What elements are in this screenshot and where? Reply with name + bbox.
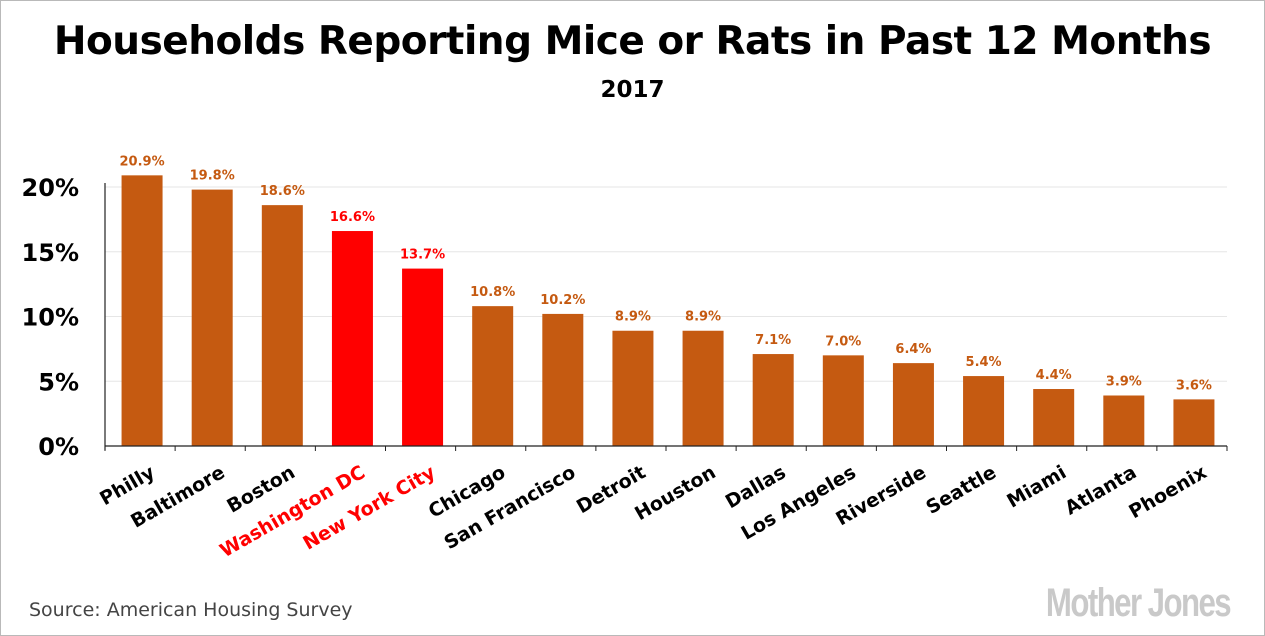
bar-value-label: 8.9% [615,310,651,325]
watermark-logo: Mother Jones [1045,581,1232,625]
y-tick-label: 5% [38,368,79,396]
bar-value-label: 6.4% [895,342,931,357]
bar-value-label: 18.6% [260,184,305,199]
x-tick-label: Houston [631,461,719,525]
chart-subtitle: 2017 [600,77,665,103]
bar [1033,389,1075,446]
y-tick-label: 20% [22,174,79,202]
bar-value-label: 3.9% [1106,374,1142,389]
bar-value-label: 13.7% [400,248,445,263]
bar-value-label: 10.8% [470,285,515,300]
bar-value-label: 8.9% [685,310,721,325]
bar [752,354,794,446]
bar [822,355,864,446]
bar [682,330,724,446]
bar [402,268,444,446]
y-tick-label: 0% [38,433,79,461]
x-tick-label: Phoenix [1125,461,1210,523]
x-tick-label: Miami [1003,461,1070,512]
bar-value-label: 7.0% [825,334,861,349]
bar-value-label: 19.8% [190,169,235,184]
x-tick-label: Seattle [922,461,1000,519]
bar-value-label: 4.4% [1036,368,1072,383]
bar-value-label: 20.9% [120,154,165,169]
bar [542,313,584,446]
bar [892,363,934,446]
bar [963,376,1005,446]
bar-value-label: 7.1% [755,333,791,348]
bar [331,231,373,446]
bar [191,189,233,446]
chart-source: Source: American Housing Survey [29,599,353,621]
y-tick-label: 15% [22,239,79,267]
bar [612,330,654,446]
bar [1173,399,1215,446]
bar-value-label: 5.4% [966,355,1002,370]
bar [1103,395,1145,446]
bar-value-label: 3.6% [1176,378,1212,393]
bar-value-label: 10.2% [540,293,585,308]
chart-title: Households Reporting Mice or Rats in Pas… [53,19,1212,64]
bar [121,175,163,446]
y-tick-label: 10% [22,304,79,332]
bar [261,205,303,446]
bar [472,306,514,446]
bar-value-label: 16.6% [330,210,375,225]
